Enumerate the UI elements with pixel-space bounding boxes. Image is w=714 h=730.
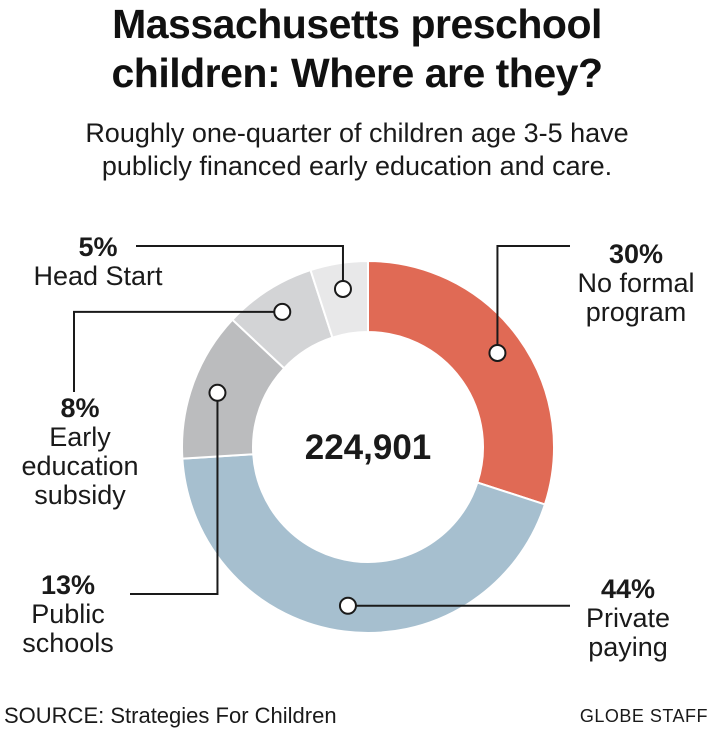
chart-subtitle-line-1: Roughly one-quarter of children age 3-5 … xyxy=(85,118,629,148)
slice-percent: 30% xyxy=(609,239,663,269)
leader-line xyxy=(73,310,283,392)
chart-subtitle: Roughly one-quarter of children age 3-5 … xyxy=(0,117,714,183)
slice-marker xyxy=(338,596,357,615)
slice-label: 8% Early education subsidy xyxy=(21,393,138,510)
slice-category: No formal xyxy=(577,268,694,298)
slice-category: Early xyxy=(49,422,111,452)
slice-category: paying xyxy=(588,632,668,662)
slice-category: subsidy xyxy=(34,480,126,510)
slice-label: 5% Head Start xyxy=(33,232,163,291)
leader-line xyxy=(496,245,570,353)
slice-marker xyxy=(333,279,352,298)
leader-line xyxy=(136,245,344,289)
slice-label: 13% Public schools xyxy=(22,570,114,658)
slice-label: 30% No formal program xyxy=(577,239,694,327)
credit-note: GLOBE STAFF xyxy=(579,706,708,726)
slice-head-start xyxy=(309,259,369,339)
leader-line xyxy=(130,392,219,595)
slice-marker xyxy=(208,383,227,402)
slice-marker xyxy=(273,302,292,321)
center-total: 224,901 xyxy=(305,428,432,467)
slice-category: Public xyxy=(31,599,105,629)
donut-slices xyxy=(181,259,555,634)
slice-percent: 8% xyxy=(60,393,99,423)
slice-label: 44% Private paying xyxy=(586,574,670,662)
leader-lines xyxy=(73,245,570,615)
chart-subtitle-line-2: publicly financed early education and ca… xyxy=(101,151,613,181)
slice-percent: 13% xyxy=(41,570,95,600)
slice-marker xyxy=(488,343,507,362)
slice-category: Head Start xyxy=(33,261,163,291)
slice-percent: 44% xyxy=(601,574,655,604)
slice-percent: 5% xyxy=(78,232,117,262)
slice-category: program xyxy=(586,297,687,327)
slice-private-paying xyxy=(181,453,547,634)
chart-title-line-1: Massachusetts preschool xyxy=(112,1,602,47)
slice-category: schools xyxy=(22,628,114,658)
slice-category: Private xyxy=(586,603,670,633)
slice-category: education xyxy=(21,451,138,481)
source-note: SOURCE: Strategies For Children xyxy=(4,703,337,728)
slice-no-formal-program xyxy=(367,259,555,506)
chart-title: Massachusetts preschool children: Where … xyxy=(0,0,714,98)
slice-labels: 30% No formal program 44% Private paying 13% Pu… xyxy=(21,232,694,662)
chart-title-line-2: children: Where are they? xyxy=(111,50,603,96)
